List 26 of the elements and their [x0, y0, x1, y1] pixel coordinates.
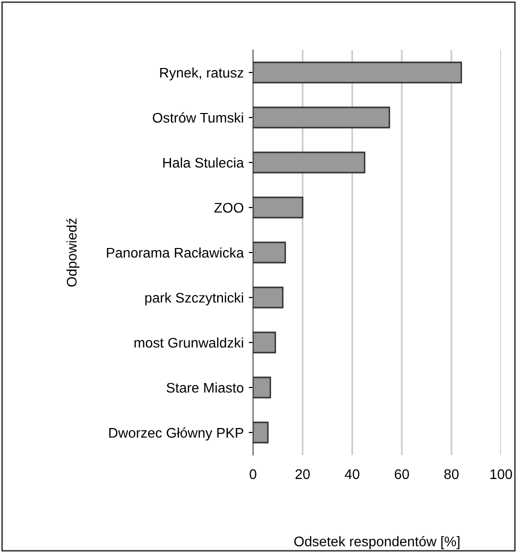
y-tick-label: Hala Stulecia [163, 157, 244, 168]
y-tick-label: Ostrów Tumski [152, 112, 244, 123]
y-tick-label: ZOO [214, 202, 244, 213]
bar [253, 152, 366, 174]
x-tick-label: 100 [490, 469, 512, 480]
y-tick-label: most Grunwaldzki [134, 337, 244, 348]
bar [253, 106, 390, 128]
bar [253, 376, 272, 398]
y-tick-label: Dworzec Główny PKP [109, 427, 244, 440]
bar [253, 286, 284, 308]
y-tick-label: Stare Miasto [166, 382, 244, 393]
y-tick-label: park Szczytnicki [145, 292, 244, 306]
bar [253, 422, 269, 444]
x-axis-title: Odsetek respondentów [%] [294, 536, 460, 550]
bar [253, 332, 276, 354]
y-tick-label: Rynek, ratusz [160, 67, 244, 80]
x-tick-label: 60 [394, 469, 409, 480]
x-tick-label: 0 [250, 469, 256, 480]
y-axis-title: Odpowiedź [66, 218, 80, 287]
bar [253, 62, 462, 84]
x-tick-label: 80 [444, 469, 459, 480]
y-tick-label: Panorama Racławicka [106, 247, 244, 258]
bar [253, 196, 304, 218]
bar [253, 242, 286, 264]
x-tick-label: 20 [296, 469, 310, 480]
x-tick-label: 40 [344, 469, 360, 480]
